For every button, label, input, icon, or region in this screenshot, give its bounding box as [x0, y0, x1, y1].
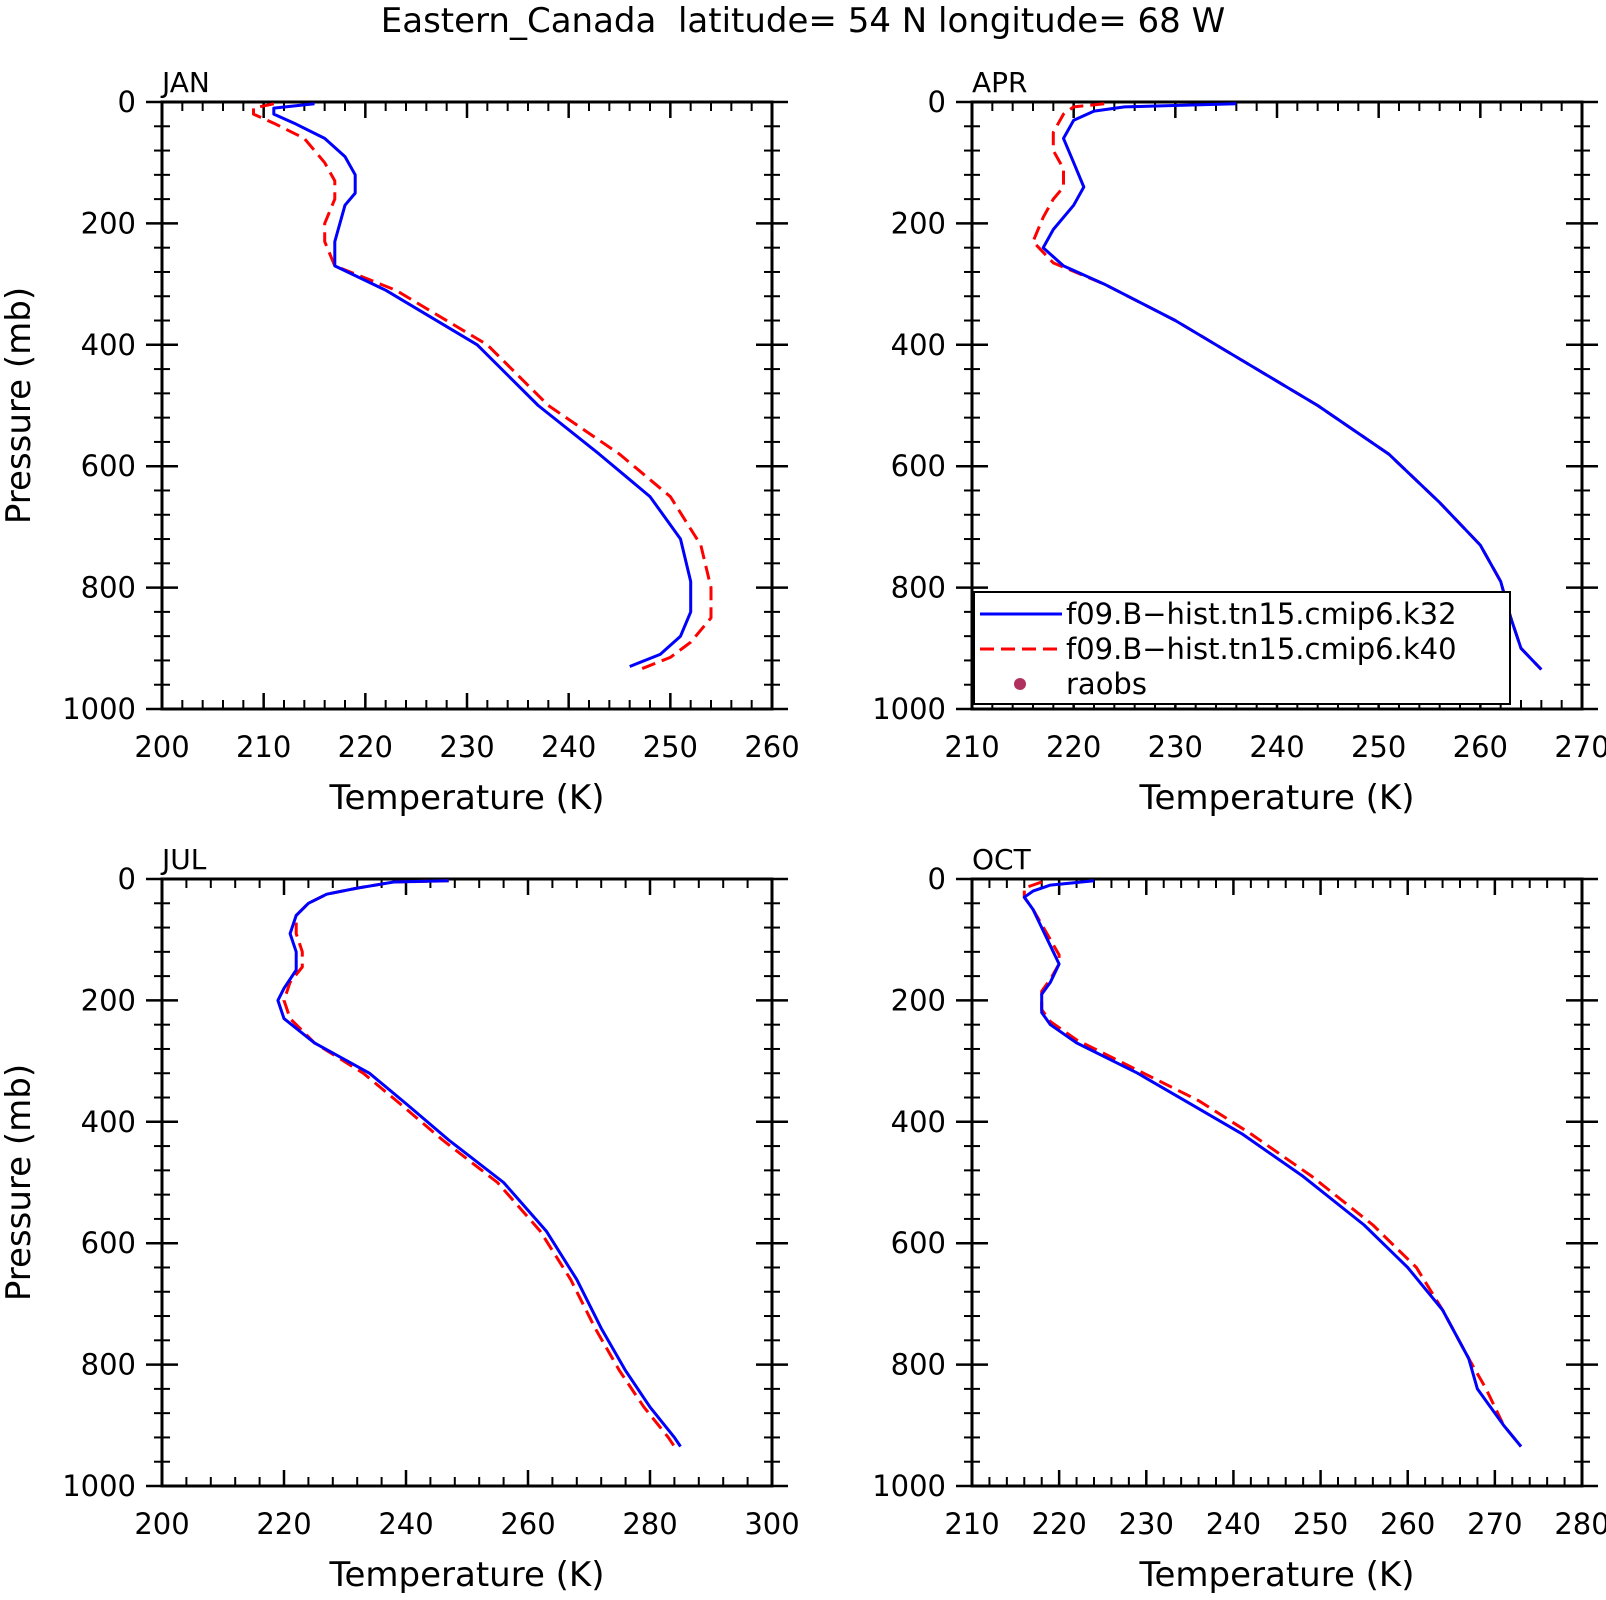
y-axis-label: Pressure (mb) — [0, 1064, 39, 1301]
y-tick-label: 600 — [81, 449, 136, 483]
y-tick-label: 400 — [891, 1105, 946, 1139]
x-tick-label: 220 — [1046, 730, 1101, 764]
panel-jul: JUL 200 220 240 260 280 300 0 200 400 600 800 1000 Te… — [0, 843, 800, 1595]
legend-label: raobs — [1066, 667, 1147, 701]
y-tick-label: 400 — [891, 328, 946, 362]
x-tick-label: 240 — [1249, 730, 1304, 764]
x-tick-label: 220 — [256, 1507, 311, 1541]
x-tick-label: 260 — [744, 730, 799, 764]
series-line-k32 — [272, 102, 693, 668]
y-tick-label: 800 — [81, 1348, 136, 1382]
x-tick-label: 270 — [1467, 1507, 1522, 1541]
y-tick-label: 0 — [928, 862, 946, 896]
panel-label: OCT — [972, 843, 1032, 876]
y-tick-label: 200 — [891, 206, 946, 240]
x-tick-label: 280 — [1554, 1507, 1606, 1541]
x-tick-label: 210 — [944, 1507, 999, 1541]
y-tick-label: 1000 — [872, 1469, 946, 1503]
x-tick-label: 280 — [622, 1507, 677, 1541]
x-axis-label: Temperature (K) — [1138, 1555, 1414, 1595]
x-tick-label: 230 — [1119, 1507, 1174, 1541]
x-tick-label: 250 — [643, 730, 698, 764]
x-tick-label: 200 — [134, 1507, 189, 1541]
x-tick-label: 240 — [541, 730, 596, 764]
legend-label: f09.B−hist.tn15.cmip6.k40 — [1066, 632, 1457, 666]
legend-label: f09.B−hist.tn15.cmip6.k32 — [1066, 597, 1457, 631]
panel-label: JAN — [160, 66, 210, 99]
y-axis-label: Pressure (mb) — [0, 287, 39, 524]
x-tick-label: 220 — [338, 730, 393, 764]
figure-title: Eastern_Canada latitude= 54 N longitude=… — [381, 1, 1225, 41]
x-tick-label: 260 — [1380, 1507, 1435, 1541]
x-tick-label: 230 — [439, 730, 494, 764]
y-tick-label: 1000 — [62, 692, 136, 726]
legend: f09.B−hist.tn15.cmip6.k32f09.B−hist.tn15… — [973, 591, 1511, 705]
series-line-k40 — [1022, 880, 1523, 1448]
x-tick-label: 210 — [236, 730, 291, 764]
x-tick-label: 250 — [1351, 730, 1406, 764]
x-tick-label: 260 — [1453, 730, 1508, 764]
x-axis-label: Temperature (K) — [1138, 778, 1414, 818]
y-tick-label: 0 — [928, 85, 946, 119]
panel-jan: JAN 200 210 220 230 240 250 260 0 200 400 600 800 100… — [0, 66, 800, 818]
series-line-k32 — [1022, 879, 1523, 1448]
x-tick-label: 270 — [1554, 730, 1606, 764]
panels: JAN 200 210 220 230 240 250 260 0 200 400 600 800 100… — [0, 66, 1606, 1595]
y-tick-label: 0 — [118, 85, 136, 119]
x-tick-label: 240 — [378, 1507, 433, 1541]
series-line-k32 — [276, 879, 682, 1448]
plot-frame — [970, 877, 1584, 1488]
y-tick-label: 600 — [891, 449, 946, 483]
x-tick-label: 220 — [1031, 1507, 1086, 1541]
series-line-k40 — [282, 879, 676, 1448]
x-tick-label: 200 — [134, 730, 189, 764]
y-tick-label: 600 — [891, 1226, 946, 1260]
x-axis-label: Temperature (K) — [328, 1555, 604, 1595]
x-tick-label: 230 — [1148, 730, 1203, 764]
y-tick-label: 1000 — [62, 1469, 136, 1503]
y-tick-label: 800 — [891, 571, 946, 605]
y-tick-label: 600 — [81, 1226, 136, 1260]
x-tick-label: 300 — [744, 1507, 799, 1541]
panel-label: APR — [972, 66, 1028, 99]
legend-box — [973, 591, 1511, 705]
y-tick-label: 200 — [81, 983, 136, 1017]
y-tick-label: 200 — [891, 983, 946, 1017]
x-tick-label: 210 — [944, 730, 999, 764]
y-tick-label: 800 — [81, 571, 136, 605]
x-axis-label: Temperature (K) — [328, 778, 604, 818]
panel-label: JUL — [160, 843, 207, 876]
series-line-k40 — [252, 102, 713, 671]
y-tick-label: 400 — [81, 328, 136, 362]
plot-frame — [160, 877, 774, 1488]
y-tick-label: 1000 — [872, 692, 946, 726]
plot-frame — [160, 100, 774, 711]
legend-marker-raobs — [1014, 678, 1026, 690]
series-line-k32 — [1041, 102, 1543, 671]
x-tick-label: 240 — [1206, 1507, 1261, 1541]
x-tick-label: 260 — [500, 1507, 555, 1541]
panel-oct: OCT 210 220 230 240 250 260 270 280 0 200 400 600 800… — [872, 843, 1606, 1595]
panel-apr: APR 210 220 230 240 250 260 270 0 200 400 600 800 100… — [872, 66, 1606, 818]
y-tick-label: 200 — [81, 206, 136, 240]
y-tick-label: 400 — [81, 1105, 136, 1139]
y-tick-label: 800 — [891, 1348, 946, 1382]
y-tick-label: 0 — [118, 862, 136, 896]
x-tick-label: 250 — [1293, 1507, 1348, 1541]
